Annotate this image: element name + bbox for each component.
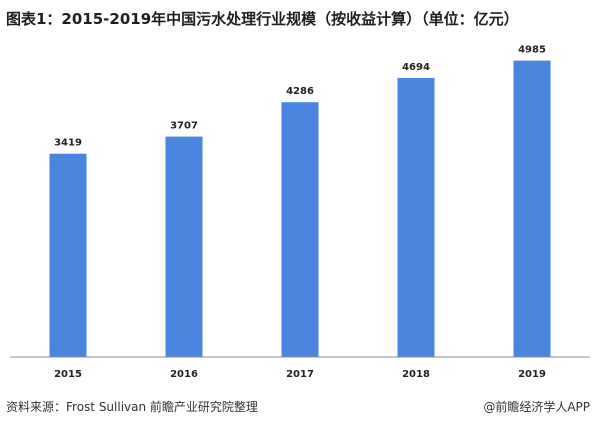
- x-tick-label-2017: 2017: [286, 369, 314, 380]
- bar-value-label-2017: 4286: [286, 86, 314, 97]
- labels-layer: 3419 2015 3707 2016 4286 2017 4694 2018 4985 2019: [54, 45, 546, 380]
- bar-value-label-2018: 4694: [402, 62, 430, 73]
- x-tick-label-2015: 2015: [54, 369, 82, 380]
- bar-2018: [397, 77, 435, 358]
- bar-value-label-2019: 4985: [518, 45, 546, 56]
- bar-2017: [281, 102, 319, 357]
- chart-title: 图表1：2015-2019年中国污水处理行业规模（按收益计算）（单位：亿元）: [6, 10, 519, 28]
- brand-credit: @前瞻经济学人APP: [483, 400, 590, 414]
- bar-value-label-2016: 3707: [170, 121, 198, 132]
- x-tick-label-2018: 2018: [402, 369, 430, 380]
- bars-layer: [49, 60, 551, 358]
- bar-2015: [49, 153, 87, 357]
- source-note: 资料来源：Frost Sullivan 前瞻产业研究院整理: [6, 400, 258, 414]
- bar-value-label-2015: 3419: [54, 138, 82, 149]
- x-tick-label-2016: 2016: [170, 369, 198, 380]
- bar-2019: [513, 60, 551, 358]
- bar-2016: [165, 136, 203, 357]
- x-tick-label-2019: 2019: [518, 369, 546, 380]
